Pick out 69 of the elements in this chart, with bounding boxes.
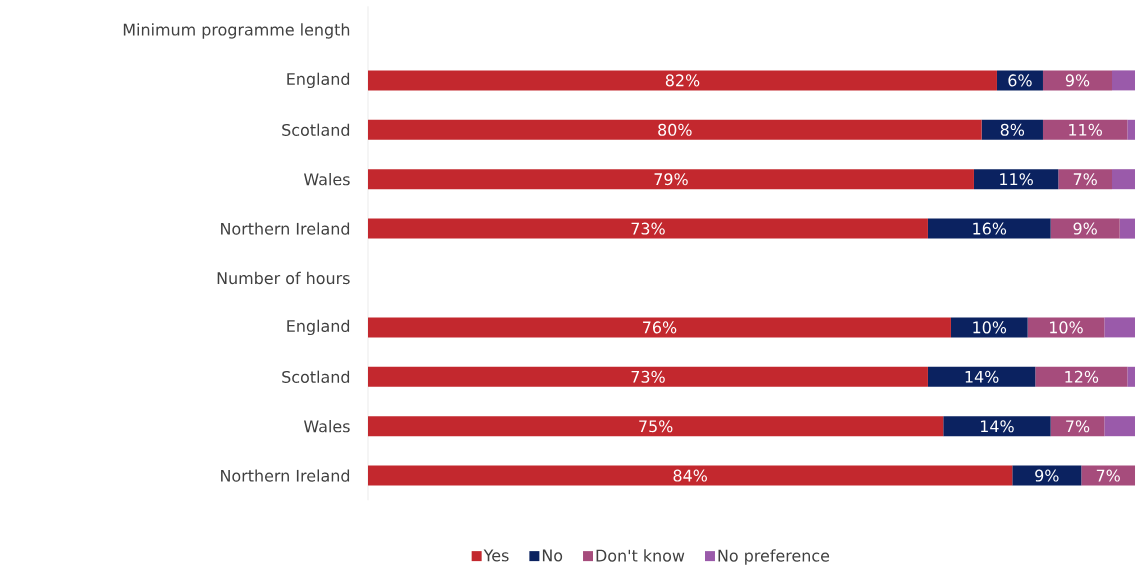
bar (943, 416, 1051, 437)
data-label: 14% (980, 420, 1014, 433)
bar (1058, 169, 1112, 190)
bar (1042, 119, 1128, 140)
bar (981, 119, 1043, 140)
bar (1104, 317, 1136, 338)
y-tick-label: Scotland (282, 370, 350, 383)
data-label: 16% (973, 222, 1007, 235)
bar (368, 119, 982, 140)
bar (1042, 70, 1112, 91)
bar (996, 70, 1043, 91)
y-tick-label: Wales (303, 420, 350, 433)
bar (1112, 169, 1136, 190)
y-tick-label: Northern Ireland (221, 469, 350, 482)
data-label: 8% (1000, 123, 1025, 136)
bar (1012, 465, 1082, 486)
bar (368, 366, 928, 387)
data-label: 73% (631, 222, 665, 235)
bar (950, 317, 1028, 338)
bar (1050, 416, 1105, 437)
bar (368, 317, 951, 338)
bar (927, 366, 1036, 387)
bar (973, 169, 1059, 190)
bar (1104, 416, 1136, 437)
bar (368, 465, 1013, 486)
legend-label: Yes (483, 549, 509, 562)
y-tick-label: Scotland (282, 123, 350, 136)
data-label: 6% (1008, 74, 1032, 87)
y-tick-label: Northern Ireland (221, 222, 350, 235)
bar (368, 70, 997, 91)
bar (368, 218, 928, 239)
data-label: 14% (965, 370, 999, 383)
y-tick-label: England (287, 72, 350, 89)
data-label: 79% (654, 173, 688, 186)
bar (368, 169, 974, 190)
data-label: 7% (1066, 420, 1090, 433)
data-label: 7% (1096, 469, 1120, 482)
legend-label: No (542, 549, 563, 562)
bar (1035, 366, 1128, 387)
data-label: 80% (658, 123, 692, 136)
data-label: 73% (631, 370, 665, 383)
bar (368, 416, 944, 437)
data-label: 9% (1035, 469, 1059, 482)
data-label: 9% (1073, 222, 1097, 235)
data-label: 11% (1069, 123, 1102, 136)
bar (1127, 119, 1136, 140)
data-label: 12% (1065, 370, 1099, 383)
y-tick-label: Wales (303, 173, 350, 186)
data-label: 11% (1000, 173, 1033, 186)
bar (1112, 70, 1136, 91)
bar (1027, 317, 1105, 338)
data-label: 75% (639, 420, 673, 433)
data-label: 9% (1065, 74, 1090, 87)
y-tick-label: Number of hours (217, 271, 350, 285)
bar (1119, 218, 1136, 239)
data-label: 76% (643, 321, 677, 334)
data-label: 10% (973, 321, 1007, 334)
data-label: 84% (673, 469, 707, 482)
bar (1081, 465, 1136, 486)
bar (1050, 218, 1120, 239)
legend-label: No preference (718, 549, 830, 565)
bar (1127, 366, 1136, 387)
legend-label: Don't know (596, 549, 685, 562)
y-tick-label: Minimum programme length (123, 23, 350, 39)
data-label: 7% (1073, 173, 1097, 186)
bar (927, 218, 1051, 239)
data-label: 10% (1050, 321, 1083, 334)
y-tick-label: England (287, 319, 350, 336)
data-label: 82% (665, 74, 700, 87)
